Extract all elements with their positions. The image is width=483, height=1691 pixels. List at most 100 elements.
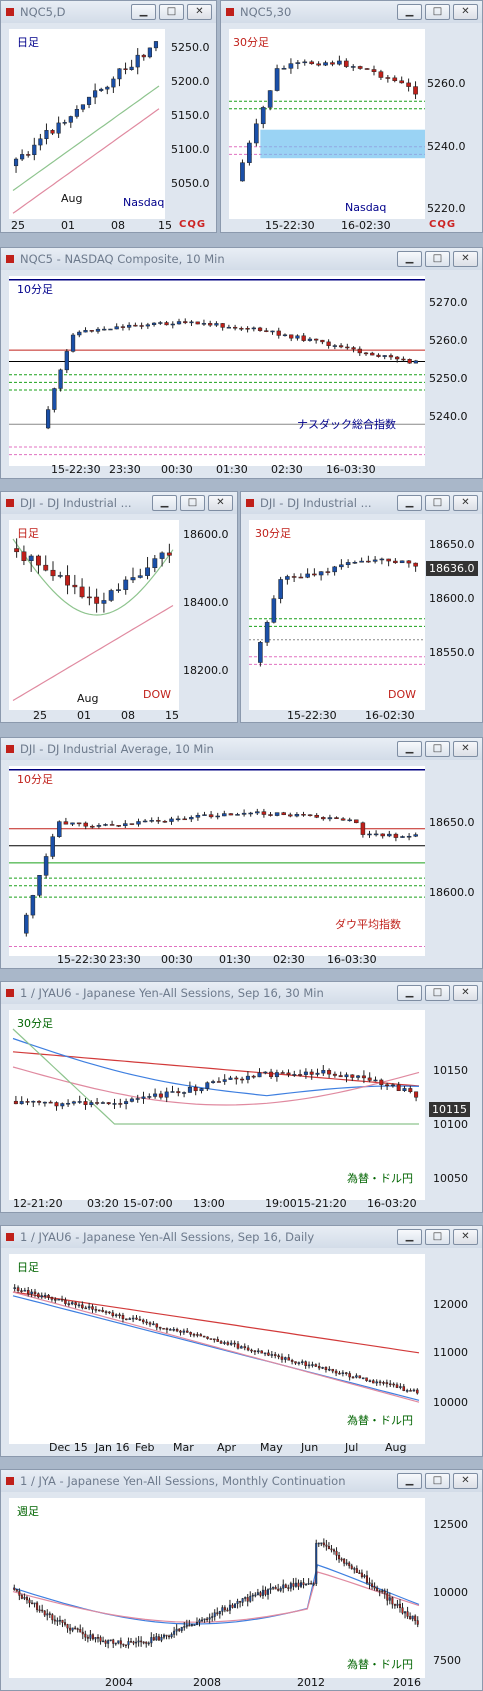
x-axis-label: 25 [11, 219, 25, 232]
candle-body [375, 1381, 378, 1384]
close-button[interactable]: ✕ [453, 985, 478, 1001]
candle-body [398, 1603, 401, 1608]
chart-window-jpy-30min[interactable]: 1 / JYAU6 - Japanese Yen-All Sessions, S… [0, 981, 483, 1213]
maximize-button[interactable]: □ [425, 495, 450, 511]
close-button[interactable]: ✕ [453, 495, 478, 511]
maximize-button[interactable]: □ [180, 495, 205, 511]
maximize-button[interactable]: □ [425, 741, 450, 757]
candle-body [294, 1582, 297, 1587]
title-bar[interactable]: 1 / JYA - Japanese Yen-All Sessions, Mon… [1, 1470, 482, 1492]
chart-window-dji-30min[interactable]: DJI - DJ Industrial ... ▁ □ ✕ 30分足 DOW 1… [240, 491, 483, 723]
candle-body [260, 1350, 263, 1354]
window-menu-icon[interactable] [6, 255, 14, 263]
plot-area[interactable] [9, 1010, 425, 1200]
minimize-button[interactable]: ▁ [397, 251, 422, 267]
title-bar[interactable]: NQC5,30 ▁ □ ✕ [221, 1, 482, 23]
candle-body [302, 61, 308, 64]
candle-body [334, 817, 339, 819]
maximize-button[interactable]: □ [425, 4, 450, 20]
candle-body [162, 1327, 165, 1330]
candle-body [215, 815, 220, 818]
chart-timeframe-label: 日足 [17, 1261, 39, 1274]
chart-window-nqc5-daily[interactable]: NQC5,D ▁ □ ✕ 日足 Nasdaq 5250.0 5200.0 515… [0, 0, 217, 233]
window-menu-icon[interactable] [6, 499, 14, 507]
plot-area[interactable] [9, 29, 165, 219]
candle-body [16, 1287, 20, 1291]
minimize-button[interactable]: ▁ [152, 495, 177, 511]
candle-body [37, 1293, 40, 1298]
candle-body [150, 1637, 153, 1644]
window-menu-icon[interactable] [6, 1477, 14, 1485]
chart-window-nasdaq-10min[interactable]: NQC5 - NASDAQ Composite, 10 Min ▁ □ ✕ 10… [0, 247, 483, 479]
window-menu-icon[interactable] [6, 989, 14, 997]
maximize-button[interactable]: □ [425, 1473, 450, 1489]
chart-window-jpy-daily[interactable]: 1 / JYAU6 - Japanese Yen-All Sessions, S… [0, 1225, 483, 1457]
candle-body [321, 817, 326, 820]
minimize-button[interactable]: ▁ [397, 741, 422, 757]
close-button[interactable]: ✕ [453, 4, 478, 20]
plot-area[interactable] [9, 766, 425, 956]
title-bar[interactable]: 1 / JYAU6 - Japanese Yen-All Sessions, S… [1, 982, 482, 1004]
candle-body [98, 1309, 101, 1312]
maximize-button[interactable]: □ [425, 1229, 450, 1245]
close-button[interactable]: ✕ [453, 741, 478, 757]
title-bar[interactable]: 1 / JYAU6 - Japanese Yen-All Sessions, S… [1, 1226, 482, 1248]
chart-window-jpy-monthly[interactable]: 1 / JYA - Japanese Yen-All Sessions, Mon… [0, 1469, 483, 1691]
candle-body [182, 1092, 187, 1094]
candle-body [53, 1619, 56, 1622]
candle-body [30, 1291, 33, 1295]
plot-area[interactable] [9, 276, 425, 466]
candle-body [253, 1350, 257, 1353]
candle-body [173, 1630, 176, 1635]
title-bar[interactable]: DJI - DJ Industrial ... ▁ □ ✕ [241, 492, 482, 514]
candle-body [89, 330, 94, 332]
title-bar[interactable]: NQC5 - NASDAQ Composite, 10 Min ▁ □ ✕ [1, 248, 482, 270]
candle-body [393, 560, 398, 564]
plot-area[interactable] [9, 1254, 425, 1444]
close-button[interactable]: ✕ [453, 251, 478, 267]
minimize-button[interactable]: ▁ [397, 985, 422, 1001]
window-menu-icon[interactable] [6, 745, 14, 753]
candle-body [108, 1311, 111, 1314]
candle-body [385, 77, 391, 79]
close-button[interactable]: ✕ [208, 495, 233, 511]
window-menu-icon[interactable] [6, 1233, 14, 1241]
candle-body [226, 326, 232, 329]
plot-area[interactable] [249, 520, 425, 710]
x-axis-label: 02:30 [273, 953, 305, 966]
chart-window-nqc5-30min[interactable]: NQC5,30 ▁ □ ✕ 30分足 Nasdaq 5260.0 5240.0 … [220, 0, 483, 233]
window-menu-icon[interactable] [226, 8, 234, 16]
candle-body [279, 1588, 282, 1591]
candle-body [245, 1075, 250, 1080]
plot-area[interactable] [9, 1498, 425, 1678]
chart-window-dji-10min[interactable]: DJI - DJ Industrial Average, 10 Min ▁ □ … [0, 737, 483, 969]
candle-body [196, 1334, 199, 1336]
chart-window-dji-daily[interactable]: DJI - DJ Industrial ... ▁ □ ✕ 日足 DOW 186… [0, 491, 238, 723]
title-bar[interactable]: NQC5,D ▁ □ ✕ [1, 1, 216, 23]
candle-body [94, 1637, 97, 1640]
y-axis-label: 5100.0 [171, 143, 210, 156]
close-button[interactable]: ✕ [453, 1229, 478, 1245]
minimize-button[interactable]: ▁ [397, 1473, 422, 1489]
title-bar[interactable]: DJI - DJ Industrial ... ▁ □ ✕ [1, 492, 237, 514]
candle-body [135, 1098, 140, 1100]
minimize-button[interactable]: ▁ [397, 495, 422, 511]
candle-body [141, 1096, 146, 1099]
candle-body [341, 1372, 345, 1374]
minimize-button[interactable]: ▁ [397, 4, 422, 20]
maximize-button[interactable]: □ [425, 985, 450, 1001]
close-button[interactable]: ✕ [187, 4, 212, 20]
maximize-button[interactable]: □ [425, 251, 450, 267]
close-button[interactable]: ✕ [453, 1473, 478, 1489]
title-bar[interactable]: DJI - DJ Industrial Average, 10 Min ▁ □ … [1, 738, 482, 760]
minimize-button[interactable]: ▁ [131, 4, 156, 20]
candle-body [228, 1077, 233, 1080]
minimize-button[interactable]: ▁ [397, 1229, 422, 1245]
maximize-button[interactable]: □ [159, 4, 184, 20]
candle-body [57, 575, 63, 577]
window-menu-icon[interactable] [246, 499, 254, 507]
window-menu-icon[interactable] [6, 8, 14, 16]
candle-body [178, 1628, 181, 1631]
plot-area[interactable] [9, 520, 179, 710]
plot-area[interactable] [229, 29, 425, 219]
